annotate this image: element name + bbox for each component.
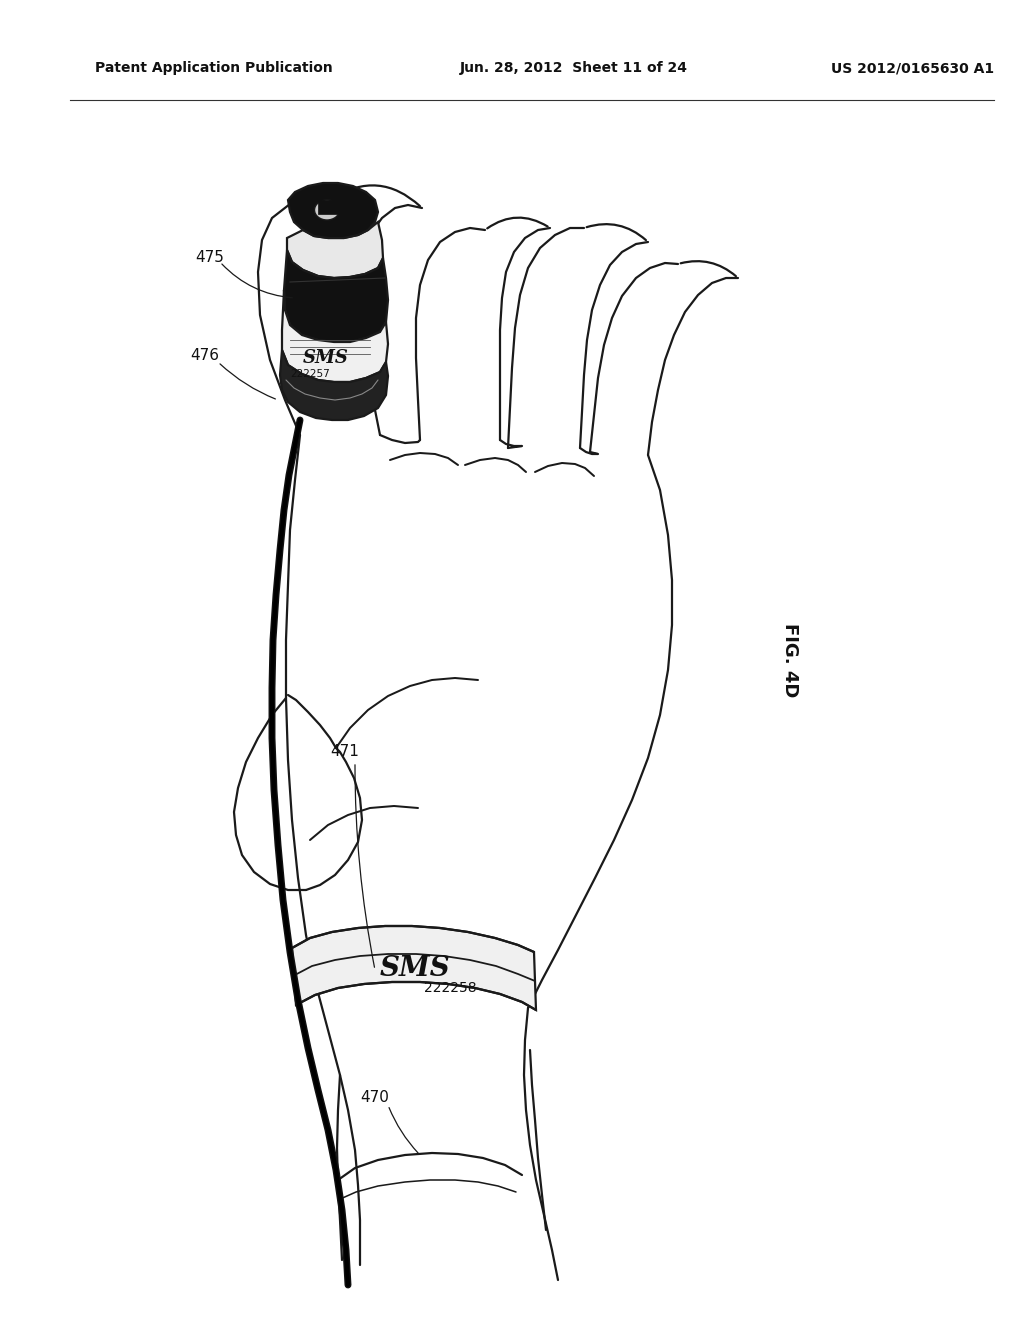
Text: Jun. 28, 2012  Sheet 11 of 24: Jun. 28, 2012 Sheet 11 of 24: [460, 61, 688, 75]
Text: 476: 476: [190, 348, 219, 363]
Text: FIG. 4D: FIG. 4D: [781, 623, 799, 697]
Polygon shape: [280, 350, 388, 420]
Text: 222257: 222257: [290, 370, 330, 379]
Text: 470: 470: [360, 1090, 389, 1106]
Text: 475: 475: [195, 251, 224, 265]
Polygon shape: [282, 290, 388, 381]
Polygon shape: [318, 201, 340, 214]
Text: 222258: 222258: [424, 981, 476, 995]
Text: Patent Application Publication: Patent Application Publication: [95, 61, 333, 75]
Text: 471: 471: [330, 744, 358, 759]
Polygon shape: [284, 249, 388, 342]
Polygon shape: [287, 222, 383, 279]
Ellipse shape: [314, 201, 340, 220]
Polygon shape: [292, 927, 536, 1010]
Text: SMS: SMS: [303, 348, 349, 367]
Text: US 2012/0165630 A1: US 2012/0165630 A1: [830, 61, 994, 75]
Text: SMS: SMS: [380, 954, 451, 982]
Polygon shape: [288, 183, 378, 238]
